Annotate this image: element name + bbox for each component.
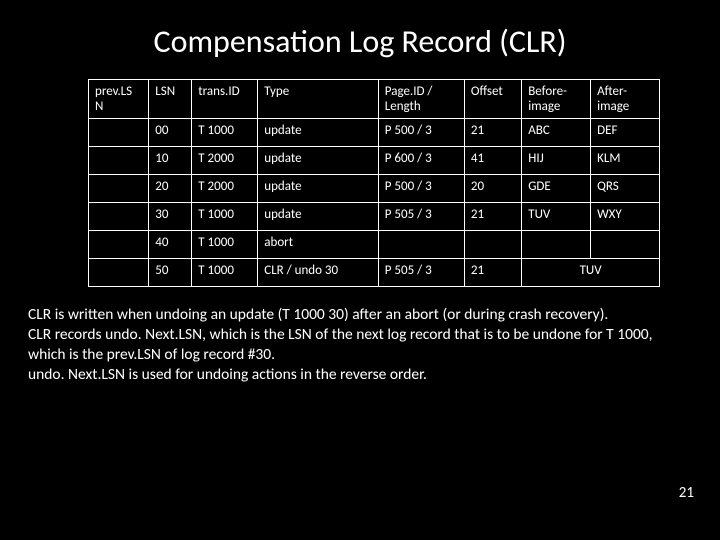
table-cell — [89, 203, 149, 231]
table-cell: GDE — [522, 175, 591, 203]
table-row: 10T 2000updateP 600 / 341HIJKLM — [89, 147, 660, 175]
table-cell — [522, 231, 591, 259]
col-type: Type — [258, 80, 379, 119]
table-cell: CLR / undo 30 — [258, 259, 379, 287]
table-cell: WXY — [591, 203, 660, 231]
table-cell: TUV — [522, 203, 591, 231]
table-body: 00T 1000updateP 500 / 321ABCDEF10T 2000u… — [89, 119, 660, 287]
table-cell: 21 — [464, 259, 521, 287]
col-lsn: LSN — [149, 80, 192, 119]
table-cell — [89, 231, 149, 259]
col-after: After-image — [591, 80, 660, 119]
table-cell — [464, 231, 521, 259]
table-cell: 40 — [149, 231, 192, 259]
table-row: 50T 1000CLR / undo 30P 505 / 321TUV — [89, 259, 660, 287]
col-pageid: Page.ID / Length — [378, 80, 464, 119]
col-offset: Offset — [464, 80, 521, 119]
table-cell: T 1000 — [192, 231, 258, 259]
table-cell: 21 — [464, 203, 521, 231]
table-cell: update — [258, 175, 379, 203]
table-cell: T 1000 — [192, 203, 258, 231]
table-cell: 50 — [149, 259, 192, 287]
table-cell: QRS — [591, 175, 660, 203]
table-row: 40T 1000abort — [89, 231, 660, 259]
table-cell: abort — [258, 231, 379, 259]
table-row: 00T 1000updateP 500 / 321ABCDEF — [89, 119, 660, 147]
table-cell — [591, 231, 660, 259]
table-header-row: prev.LS N LSN trans.ID Type Page.ID / Le… — [89, 80, 660, 119]
table-cell: KLM — [591, 147, 660, 175]
table-cell: update — [258, 147, 379, 175]
table-cell: T 2000 — [192, 147, 258, 175]
table-cell: T 2000 — [192, 175, 258, 203]
log-record-table: prev.LS N LSN trans.ID Type Page.ID / Le… — [88, 79, 660, 287]
table-cell: update — [258, 119, 379, 147]
table-cell — [89, 259, 149, 287]
slide-title: Compensation Log Record (CLR) — [0, 0, 720, 79]
table-cell: 41 — [464, 147, 521, 175]
col-before: Before-image — [522, 80, 591, 119]
table-cell — [89, 147, 149, 175]
table-row: 30T 1000updateP 505 / 321TUVWXY — [89, 203, 660, 231]
explanation-text: CLR is written when undoing an update (T… — [28, 305, 692, 386]
table-cell: update — [258, 203, 379, 231]
table-cell: P 500 / 3 — [378, 175, 464, 203]
log-table-container: prev.LS N LSN trans.ID Type Page.ID / Le… — [88, 79, 660, 287]
table-cell: 10 — [149, 147, 192, 175]
table-cell: T 1000 — [192, 259, 258, 287]
table-cell: P 505 / 3 — [378, 203, 464, 231]
table-cell-merged: TUV — [522, 259, 660, 287]
table-cell — [89, 175, 149, 203]
table-cell — [378, 231, 464, 259]
col-prevlsn: prev.LS N — [89, 80, 149, 119]
table-cell: ABC — [522, 119, 591, 147]
table-cell: 20 — [149, 175, 192, 203]
table-cell: P 600 / 3 — [378, 147, 464, 175]
table-row: 20T 2000updateP 500 / 320GDEQRS — [89, 175, 660, 203]
table-cell: 00 — [149, 119, 192, 147]
table-cell: P 500 / 3 — [378, 119, 464, 147]
col-transid: trans.ID — [192, 80, 258, 119]
table-cell: 30 — [149, 203, 192, 231]
table-cell: DEF — [591, 119, 660, 147]
page-number: 21 — [679, 484, 694, 502]
table-cell — [89, 119, 149, 147]
table-cell: P 505 / 3 — [378, 259, 464, 287]
table-cell: HIJ — [522, 147, 591, 175]
table-cell: T 1000 — [192, 119, 258, 147]
table-cell: 20 — [464, 175, 521, 203]
table-cell: 21 — [464, 119, 521, 147]
